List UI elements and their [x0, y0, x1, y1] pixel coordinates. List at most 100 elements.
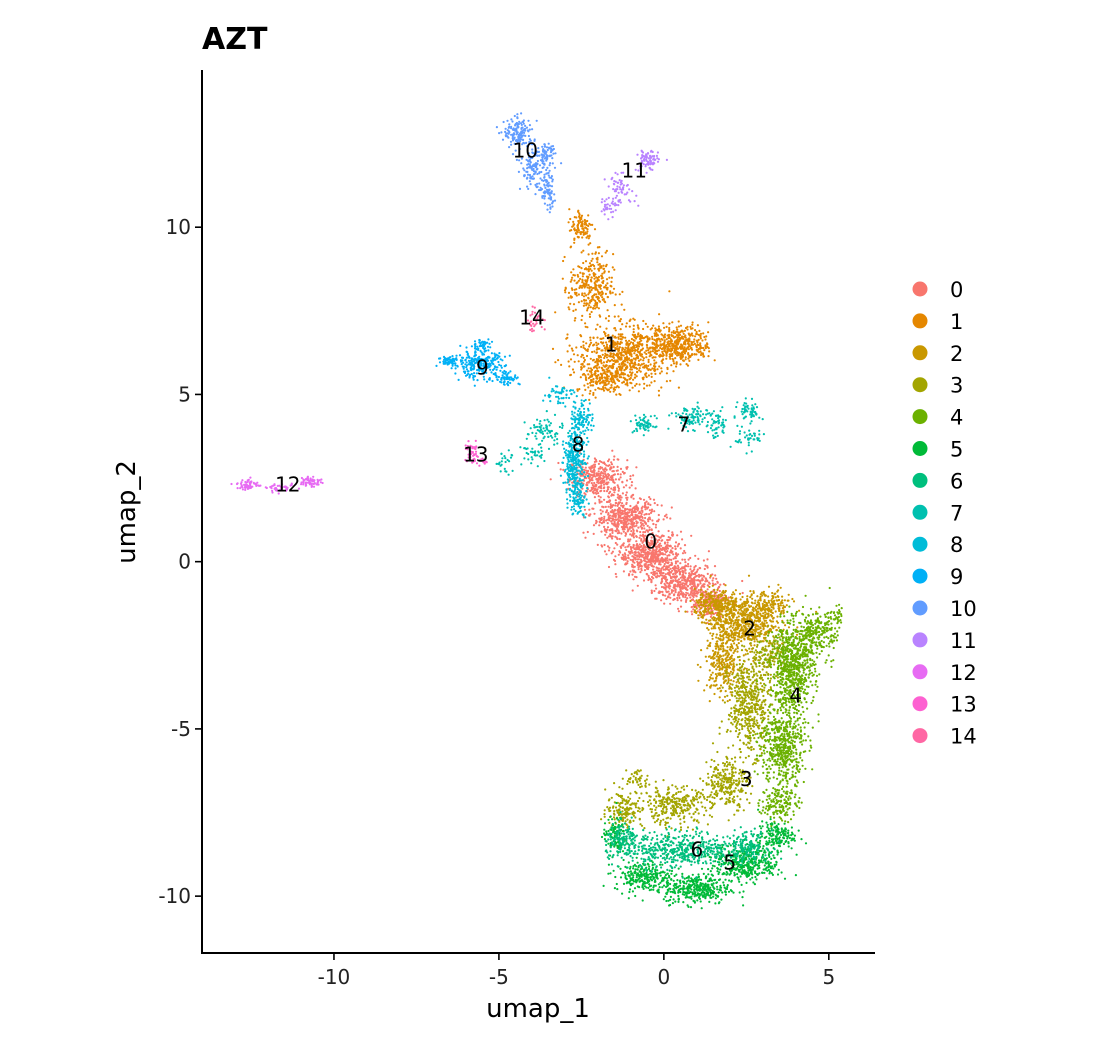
data-point — [686, 597, 689, 600]
data-point — [620, 335, 623, 338]
data-point — [607, 375, 610, 378]
data-point — [725, 636, 728, 639]
data-point — [606, 528, 609, 531]
data-point — [586, 530, 589, 534]
data-point — [597, 492, 600, 495]
data-point — [707, 331, 710, 334]
data-point — [690, 348, 694, 351]
data-point — [700, 586, 703, 589]
data-point — [611, 449, 614, 452]
data-point — [598, 314, 601, 317]
data-point — [720, 645, 723, 648]
data-point — [663, 344, 666, 348]
data-point — [576, 224, 579, 227]
data-point — [600, 366, 604, 369]
data-point — [677, 569, 680, 572]
data-point — [688, 354, 691, 357]
data-point — [642, 524, 645, 527]
data-point — [628, 362, 631, 365]
data-point — [651, 350, 655, 353]
data-point — [669, 596, 672, 599]
data-point — [679, 562, 682, 565]
data-point — [644, 565, 647, 569]
data-point — [712, 577, 715, 580]
data-point — [701, 579, 704, 582]
data-point — [633, 362, 636, 365]
data-point — [622, 504, 625, 507]
data-point — [583, 347, 587, 350]
data-point — [632, 516, 635, 519]
data-point — [737, 632, 740, 635]
data-point — [584, 374, 587, 377]
data-point — [607, 477, 610, 480]
data-point — [572, 268, 575, 271]
data-point — [627, 343, 631, 347]
data-point — [612, 465, 615, 468]
data-point — [657, 389, 661, 392]
data-point — [650, 327, 654, 330]
data-point — [660, 386, 663, 389]
data-point — [660, 360, 663, 363]
data-point — [717, 646, 720, 649]
data-point — [605, 510, 608, 513]
data-point — [716, 581, 719, 584]
data-point — [663, 575, 666, 578]
data-point — [593, 304, 596, 307]
data-point — [715, 655, 718, 658]
data-point — [618, 356, 621, 359]
data-point — [567, 221, 570, 224]
data-point — [596, 261, 599, 264]
data-point — [593, 343, 596, 346]
data-point — [697, 679, 700, 682]
data-point — [694, 585, 697, 588]
data-point — [640, 551, 643, 554]
data-point — [588, 234, 591, 237]
data-point — [681, 345, 684, 348]
data-point — [781, 595, 784, 598]
data-point — [673, 567, 676, 570]
data-point — [666, 559, 669, 562]
data-point — [614, 504, 617, 507]
data-point — [616, 493, 620, 496]
data-point — [619, 509, 622, 512]
data-point — [645, 352, 648, 356]
data-point — [619, 498, 622, 501]
data-point — [699, 344, 702, 347]
data-point — [657, 518, 660, 521]
data-point — [674, 589, 677, 592]
data-point — [660, 578, 664, 581]
data-point — [564, 291, 567, 294]
data-point — [619, 467, 623, 470]
data-point — [642, 498, 646, 501]
data-point — [637, 359, 641, 362]
data-point — [601, 292, 604, 295]
data-point — [682, 332, 685, 335]
data-point — [657, 559, 660, 562]
data-point — [746, 602, 749, 605]
data-point — [712, 632, 715, 636]
data-point — [580, 267, 583, 270]
data-point — [656, 337, 659, 341]
data-point — [700, 621, 704, 624]
data-point — [677, 386, 681, 389]
data-point — [597, 307, 601, 310]
data-point — [605, 356, 609, 359]
data-point — [730, 610, 733, 613]
data-point — [737, 604, 740, 608]
data-point — [676, 584, 679, 587]
data-point — [621, 511, 624, 514]
data-point — [709, 615, 713, 618]
data-point — [612, 253, 615, 256]
data-point — [713, 359, 716, 362]
data-point — [609, 466, 613, 469]
data-point — [673, 336, 676, 339]
data-point — [677, 347, 680, 350]
data-point — [581, 394, 584, 397]
data-point — [641, 534, 644, 538]
data-point — [594, 299, 597, 302]
data-point — [706, 558, 709, 561]
data-point — [607, 388, 611, 391]
data-point — [594, 307, 597, 310]
data-point — [717, 623, 720, 626]
data-point — [584, 325, 587, 328]
